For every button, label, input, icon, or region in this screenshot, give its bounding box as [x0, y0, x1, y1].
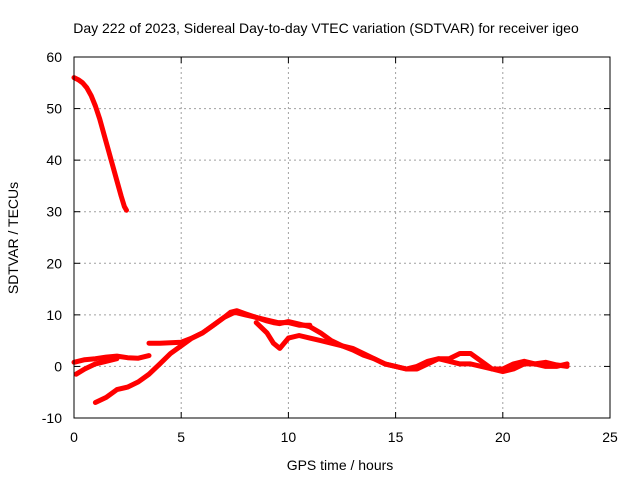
series-line-morning-low	[73, 356, 120, 377]
data-series-group	[71, 75, 570, 405]
x-tick-label: 5	[177, 429, 185, 445]
x-axis-label: GPS time / hours	[287, 457, 394, 473]
y-tick-label: 60	[46, 49, 62, 65]
chart-title: Day 222 of 2023, Sidereal Day-to-day VTE…	[73, 20, 579, 36]
y-axis-label: SDTVAR / TECUs	[5, 182, 21, 294]
y-tick-label: 10	[46, 307, 62, 323]
y-tick-label: 20	[46, 255, 62, 271]
x-axis-ticks: 0 5 10 15 20 25	[70, 57, 618, 445]
x-tick-label: 15	[388, 429, 404, 445]
y-tick-label: 0	[54, 358, 62, 374]
series-line-main-arc	[146, 308, 570, 375]
y-tick-label: -10	[42, 410, 62, 426]
y-tick-label: 50	[46, 101, 62, 117]
series-line-afternoon-dip	[253, 320, 570, 372]
y-tick-label: 30	[46, 204, 62, 220]
y-axis-ticks: -10 0 10 20 30 40 50 60	[42, 49, 610, 426]
y-tick-label: 40	[46, 152, 62, 168]
plot-frame	[73, 56, 611, 419]
x-tick-label: 25	[602, 429, 618, 445]
x-tick-label: 20	[495, 429, 511, 445]
x-tick-label: 0	[70, 429, 78, 445]
x-tick-label: 10	[281, 429, 297, 445]
series-line-morning-flat	[71, 353, 152, 365]
series-line-early-high	[71, 75, 129, 213]
